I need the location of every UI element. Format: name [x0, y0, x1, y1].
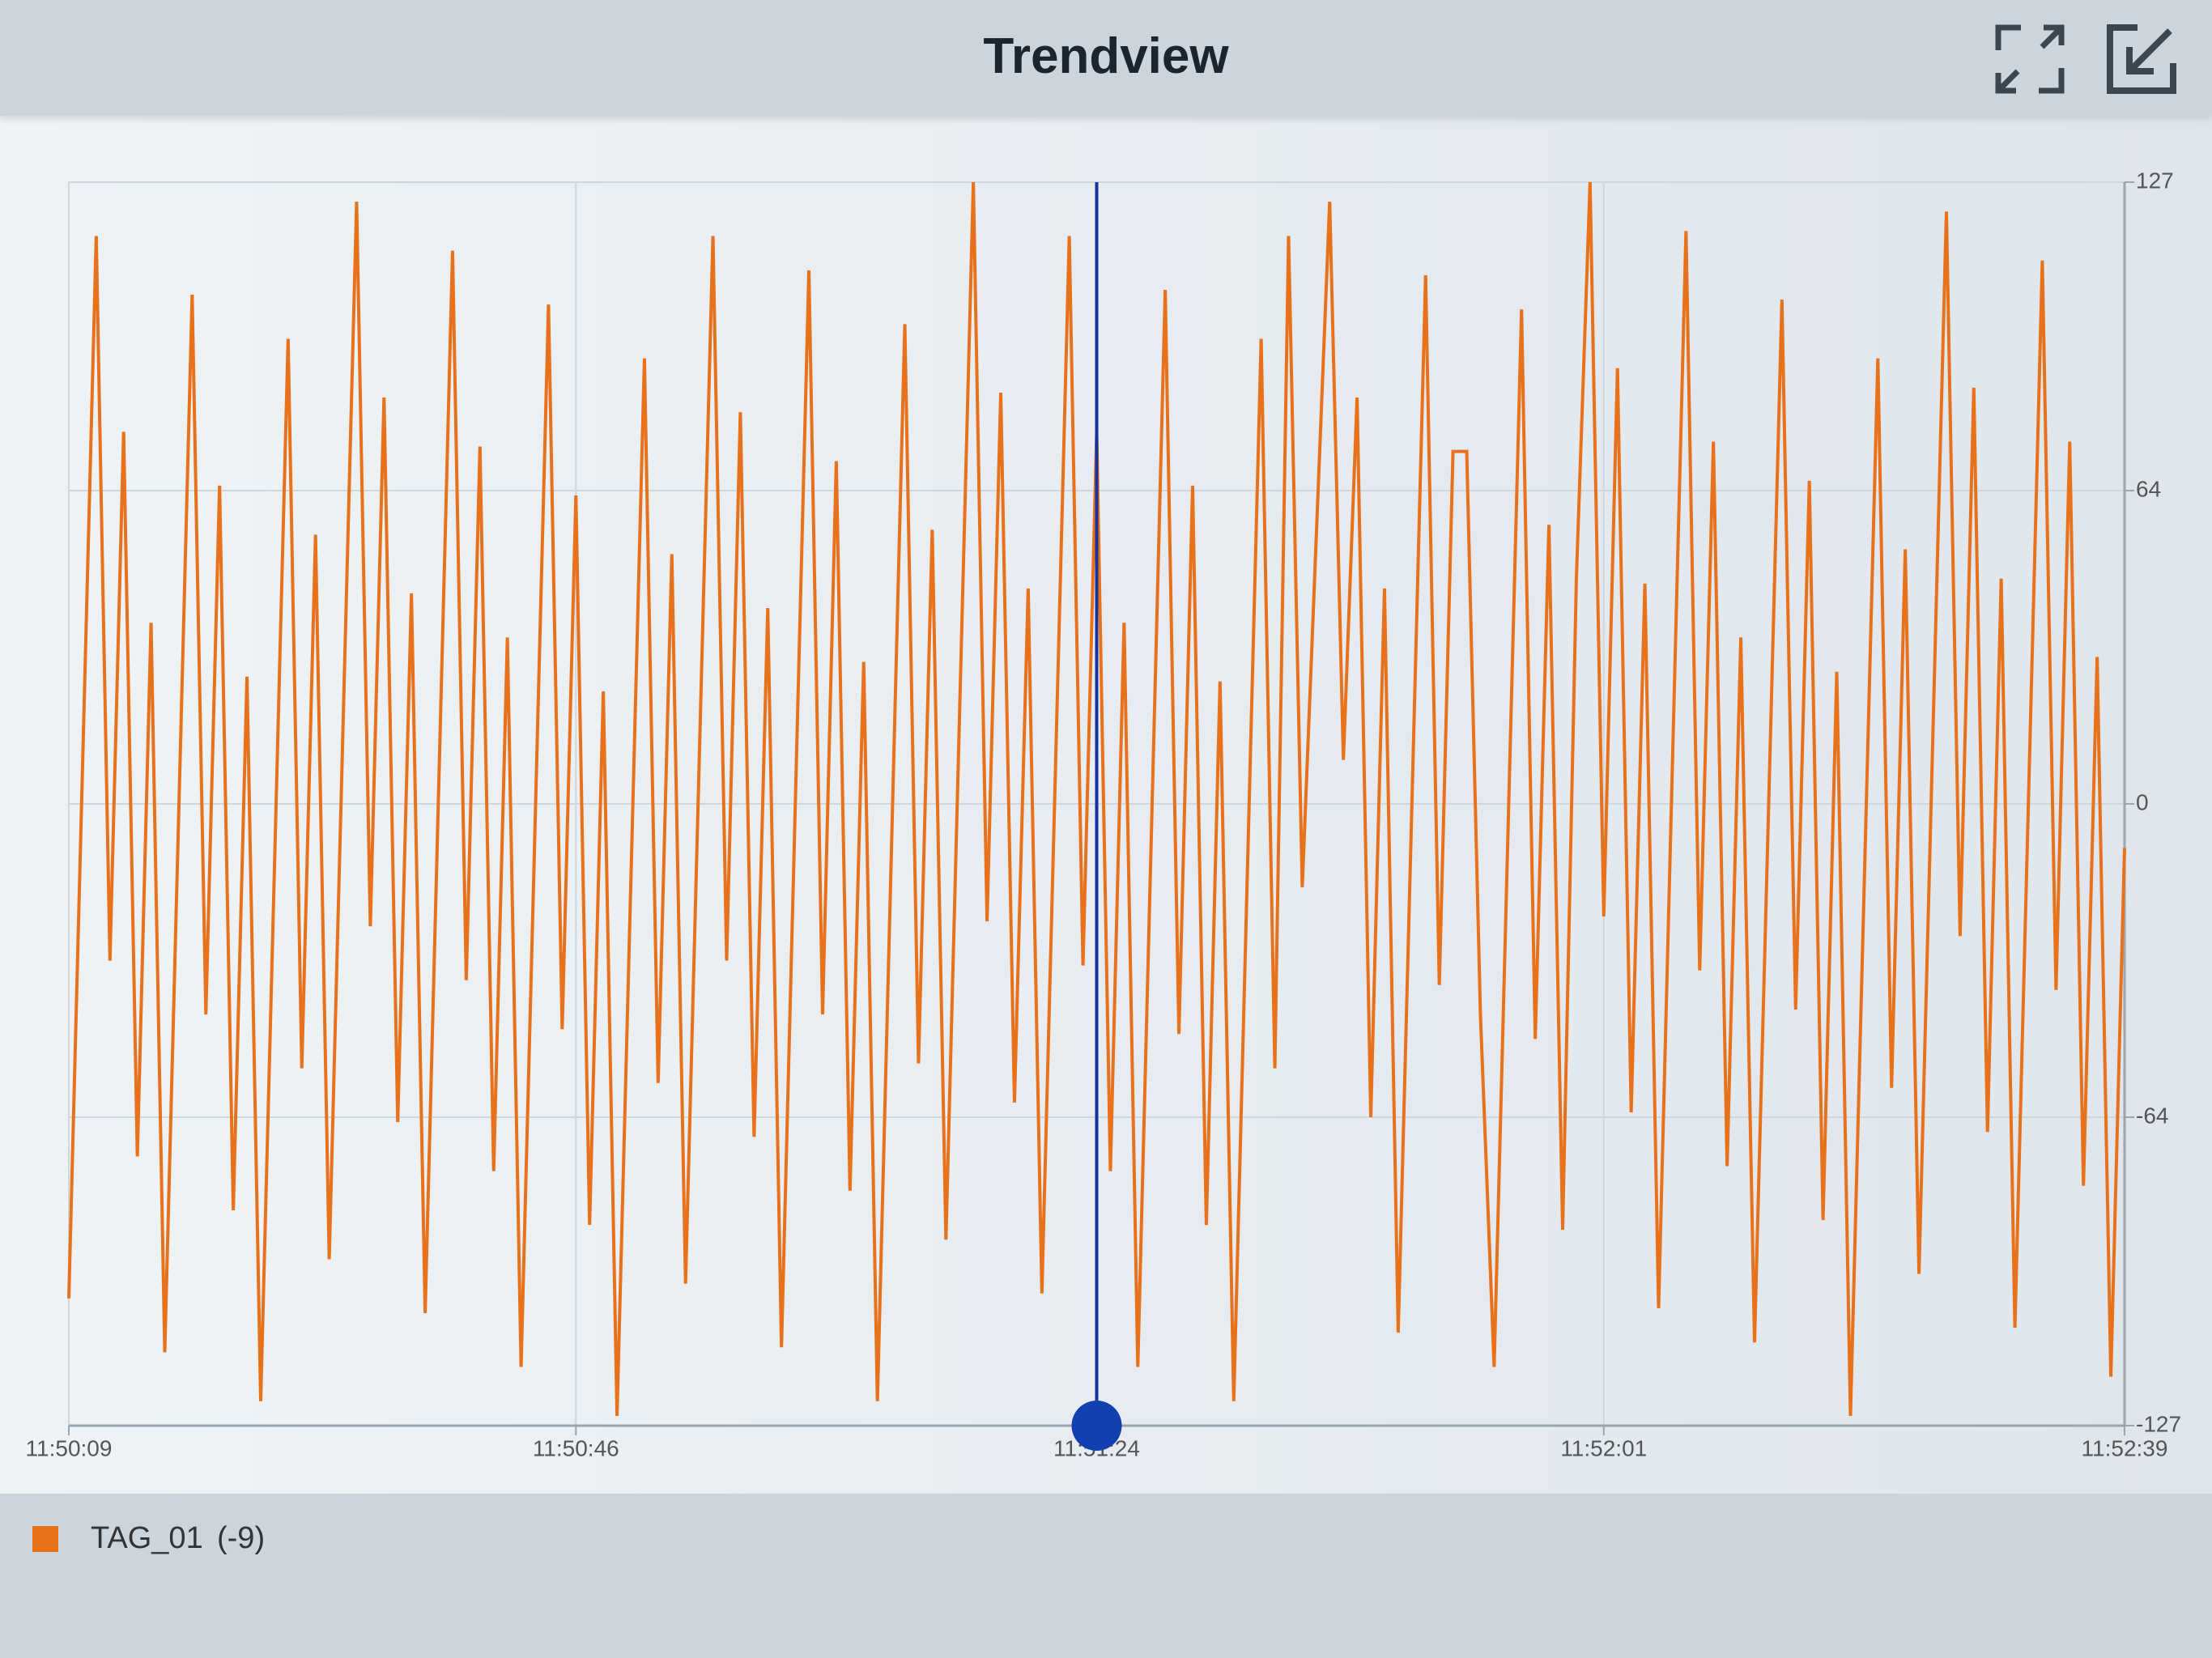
- x-tick-label: 11:50:09: [26, 1435, 113, 1460]
- x-tick-label: 11:52:39: [2082, 1435, 2168, 1460]
- legend-value: (-9): [217, 1521, 266, 1555]
- y-tick-label: 127: [2136, 168, 2174, 193]
- legend-swatch: [32, 1526, 58, 1552]
- y-tick-label: -64: [2136, 1103, 2168, 1128]
- x-tick-label: 11:52:01: [1560, 1435, 1647, 1460]
- cursor-handle[interactable]: [1071, 1401, 1122, 1451]
- legend: TAG_01 (-9): [0, 1494, 2212, 1658]
- series-line: [67, 181, 2126, 1416]
- x-tick-label: 11:50:46: [533, 1435, 619, 1460]
- y-tick-label: -127: [2136, 1411, 2181, 1436]
- legend-label: TAG_01: [91, 1521, 203, 1555]
- title: Trendview: [983, 28, 1229, 84]
- y-tick-label: 0: [2136, 789, 2149, 814]
- fullscreen-button[interactable]: [1993, 23, 2066, 96]
- y-tick-label: 64: [2136, 476, 2161, 501]
- minimize-button[interactable]: [2105, 23, 2178, 96]
- chart: 127640-64-12711:50:0911:50:4611:51:2411:…: [0, 116, 2212, 1494]
- header: Trendview: [0, 0, 2212, 116]
